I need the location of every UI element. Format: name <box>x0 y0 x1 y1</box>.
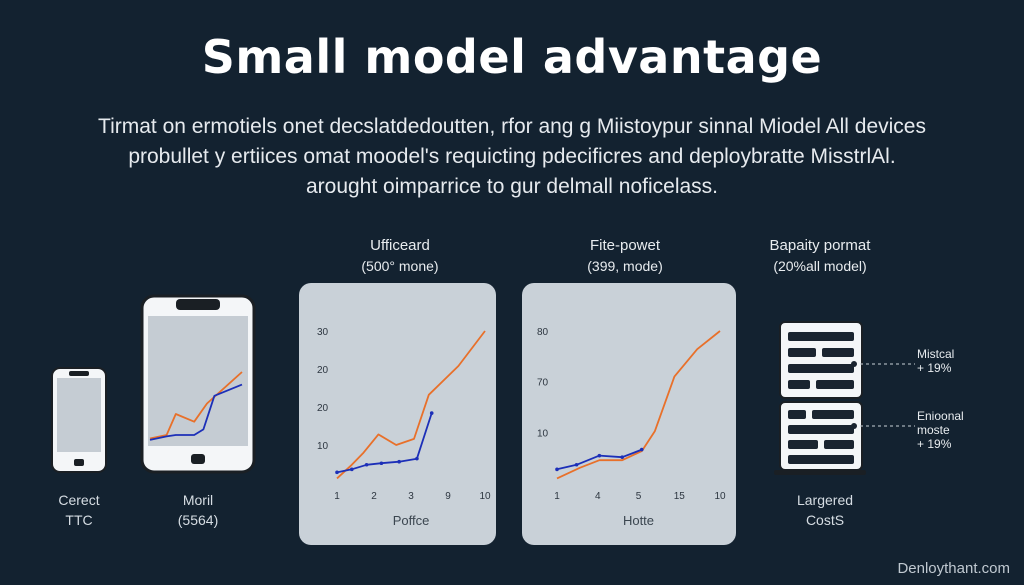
tablet-series-line-2 <box>149 383 243 441</box>
x-tick-label: 4 <box>595 491 601 502</box>
y-tick-label: 20 <box>317 403 329 414</box>
x-tick-label: 10 <box>714 491 726 502</box>
y-tick-label: 10 <box>317 441 329 452</box>
tablet-caption: Moril (5564) <box>158 490 238 530</box>
server-label-2: Enioonal moste + 19% <box>917 409 964 451</box>
column-subtitle: (500° mone) <box>361 258 439 274</box>
y-tick-label: 30 <box>317 327 329 338</box>
column-title: Bapaity pormat <box>769 237 871 254</box>
subtitle: Tirmat on ermotiels onet decslatdedoutte… <box>80 112 944 202</box>
x-tick-label: 10 <box>479 491 491 502</box>
column-subtitle: (399, mode) <box>587 258 663 274</box>
phone-icon <box>51 367 107 473</box>
column-heading-2: Fite-powet (399, mode) <box>555 236 695 276</box>
label-line: + 19% <box>917 361 952 375</box>
chart-panel-1: 10 20 20 30 1 2 3 9 10 Poffce <box>299 283 496 545</box>
y-tick-label: 70 <box>537 378 549 389</box>
series-line-1 <box>336 330 486 480</box>
label-line: Enioonal <box>917 409 964 423</box>
chart-panel-2: 10 70 80 1 4 5 15 10 Hotte <box>522 283 736 545</box>
column-title: Fite-powet <box>589 237 661 254</box>
server-caption: Largered CostS <box>775 490 875 530</box>
data-point <box>350 467 354 472</box>
x-tick-label: 9 <box>445 491 451 502</box>
column-title: Ufficeard <box>370 237 430 254</box>
caption-line: (5564) <box>177 512 219 528</box>
y-tick-label: 20 <box>317 365 329 376</box>
data-point <box>364 462 369 467</box>
x-tick-label: 3 <box>408 491 414 502</box>
footer-watermark: Denloythant.com <box>897 560 1010 577</box>
subtitle-line: probullet y ertiices omat moodel's requi… <box>128 145 896 168</box>
series-line-1 <box>556 330 721 480</box>
tablet-chart <box>149 371 243 441</box>
caption-line: CostS <box>805 512 845 528</box>
tablet-icon <box>140 294 256 474</box>
subtitle-line: arought oimparrice to gur delmall nofice… <box>305 175 719 198</box>
series-line-2 <box>336 412 433 474</box>
subtitle-line: Tirmat on ermotiels onet decslatdedoutte… <box>98 115 926 138</box>
label-line: Mistcal <box>917 347 955 361</box>
x-tick-label: 15 <box>674 491 686 502</box>
page-title: Small model advantage <box>201 30 823 84</box>
x-tick-label: 5 <box>636 491 642 502</box>
column-heading-1: Ufficeard (500° mone) <box>330 236 470 276</box>
column-subtitle: (20%all model) <box>773 258 867 274</box>
caption-line: TTC <box>65 512 93 528</box>
x-axis-label: Poffce <box>393 513 430 528</box>
data-point <box>597 453 602 458</box>
line-chart-1: 10 20 20 30 1 2 3 9 10 Poffce <box>317 327 491 528</box>
caption-line: Largered <box>796 492 854 508</box>
column-heading-3: Bapaity pormat (20%all model) <box>745 236 895 276</box>
data-point <box>379 461 384 466</box>
data-point <box>415 456 419 461</box>
x-tick-label: 1 <box>334 491 340 502</box>
line-chart-2: 10 70 80 1 4 5 15 10 Hotte <box>537 327 726 528</box>
label-line: moste <box>917 423 950 437</box>
phone-caption: Cerect TTC <box>40 490 118 530</box>
x-axis-label: Hotte <box>623 513 654 528</box>
data-point <box>429 411 434 415</box>
label-line: + 19% <box>917 437 952 451</box>
x-tick-label: 2 <box>371 491 377 502</box>
server-label-1: Mistcal + 19% <box>917 347 954 375</box>
y-tick-label: 10 <box>537 428 549 439</box>
data-point <box>574 462 579 467</box>
data-point <box>639 447 644 452</box>
data-point <box>620 455 624 459</box>
server-icon <box>774 321 915 475</box>
x-tick-label: 1 <box>554 491 560 502</box>
data-point <box>555 467 559 472</box>
data-point <box>335 470 339 475</box>
caption-line: Cerect <box>58 492 100 508</box>
y-tick-label: 80 <box>537 327 549 338</box>
caption-line: Moril <box>182 492 214 508</box>
data-point <box>397 459 401 464</box>
